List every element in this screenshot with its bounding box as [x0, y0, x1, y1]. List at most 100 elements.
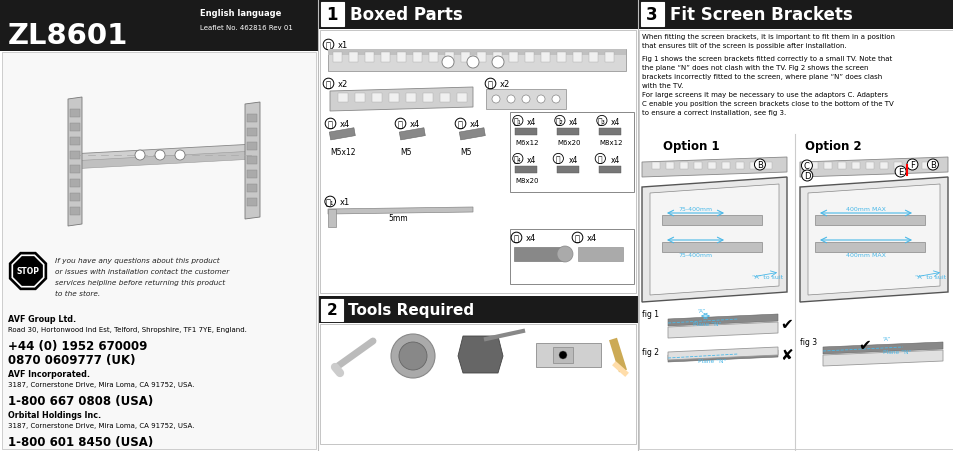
Polygon shape [649, 184, 779, 295]
Bar [638, 0, 953, 30]
Text: x4: x4 [586, 234, 597, 243]
Text: 75-400mm: 75-400mm [678, 207, 712, 212]
Text: Plane "N": Plane "N" [692, 321, 720, 326]
Bar [588, 53, 598, 63]
Bar [70, 152, 80, 160]
Circle shape [521, 96, 530, 104]
Polygon shape [328, 210, 335, 227]
Text: to the store.: to the store. [55, 290, 100, 296]
Text: Orbital Holdings Inc.: Orbital Holdings Inc. [8, 410, 101, 419]
Bar [515, 129, 537, 136]
Bar [639, 31, 952, 449]
Circle shape [174, 151, 185, 161]
Polygon shape [667, 322, 778, 338]
Bar [70, 110, 80, 118]
Text: x4: x4 [470, 120, 479, 129]
Polygon shape [12, 256, 44, 287]
Bar [399, 129, 425, 141]
Text: Ⓖ₁: Ⓖ₁ [326, 198, 334, 207]
Bar [319, 324, 636, 444]
Bar [70, 124, 80, 132]
Bar [247, 129, 256, 137]
Text: ✘: ✘ [780, 348, 792, 363]
Bar [70, 179, 80, 188]
Text: Ⓣ₂: Ⓣ₂ [556, 117, 563, 126]
Polygon shape [667, 350, 778, 362]
Bar [247, 184, 256, 193]
Text: “A” to suit: “A” to suit [751, 275, 782, 280]
Text: M5x12: M5x12 [330, 147, 355, 156]
Circle shape [467, 57, 478, 69]
Text: Ⓕ: Ⓕ [457, 120, 462, 129]
Bar [514, 248, 563, 262]
Bar [355, 94, 365, 103]
Text: M8x20: M8x20 [515, 178, 537, 184]
Bar [893, 163, 901, 170]
Text: x1: x1 [339, 198, 350, 207]
Text: Ⓛ: Ⓛ [598, 155, 602, 164]
Text: M8x12: M8x12 [598, 140, 622, 146]
Text: ✔: ✔ [780, 317, 792, 332]
Bar [598, 166, 620, 174]
Bar [524, 53, 534, 63]
Bar [604, 53, 614, 63]
Text: 1-800 667 0808 (USA): 1-800 667 0808 (USA) [8, 394, 153, 407]
Bar [328, 50, 625, 72]
Circle shape [558, 351, 566, 359]
Bar [665, 163, 673, 170]
Text: For large screens it may be necessary to use the adaptors C. Adapters: For large screens it may be necessary to… [641, 92, 887, 98]
Text: F: F [909, 161, 914, 170]
Polygon shape [641, 178, 786, 302]
Bar [349, 53, 357, 63]
Bar [509, 53, 517, 63]
Polygon shape [822, 350, 942, 366]
Text: Ⓒ: Ⓒ [488, 80, 493, 89]
Bar [429, 53, 437, 63]
Text: +44 (0) 1952 670009: +44 (0) 1952 670009 [8, 339, 147, 352]
Circle shape [154, 151, 165, 161]
Text: Ⓐ: Ⓐ [326, 41, 331, 50]
Text: x4: x4 [526, 118, 536, 127]
Bar [70, 193, 80, 202]
Text: Ⓚ: Ⓚ [556, 155, 560, 164]
Bar [319, 31, 636, 293]
Text: B: B [929, 161, 935, 170]
Bar [337, 94, 348, 103]
Polygon shape [330, 88, 473, 112]
Text: the plane “N” does not clash with the TV. Fig 2 shows the screen: the plane “N” does not clash with the TV… [641, 65, 867, 71]
Bar [921, 163, 929, 170]
Text: M5: M5 [399, 147, 411, 156]
Bar [557, 129, 578, 136]
Text: 0870 0609777 (UK): 0870 0609777 (UK) [8, 353, 135, 366]
Text: Fit Screen Brackets: Fit Screen Brackets [669, 6, 852, 24]
Polygon shape [70, 145, 254, 166]
Bar [809, 163, 817, 170]
Text: x4: x4 [525, 234, 536, 243]
Text: C: C [803, 161, 809, 170]
Text: Boxed Parts: Boxed Parts [350, 6, 462, 24]
Text: x2: x2 [499, 80, 510, 89]
Bar [317, 296, 638, 323]
Bar [422, 94, 433, 103]
Polygon shape [457, 336, 502, 373]
Bar [907, 163, 915, 170]
Bar [879, 163, 887, 170]
Bar [0, 0, 317, 52]
Bar [679, 163, 687, 170]
Bar [661, 216, 761, 226]
Bar [749, 163, 758, 170]
Polygon shape [822, 342, 942, 354]
Bar [510, 113, 634, 193]
Bar [247, 115, 256, 123]
Polygon shape [68, 98, 82, 226]
Bar [317, 0, 638, 30]
Text: Ⓣ₄: Ⓣ₄ [514, 155, 521, 164]
Circle shape [506, 96, 515, 104]
Bar [476, 53, 485, 63]
Bar [328, 50, 625, 56]
Text: Road 30, Hortonwood Ind Est, Telford, Shropshire, TF1 7YE, England.: Road 30, Hortonwood Ind Est, Telford, Sh… [8, 326, 247, 332]
Bar [865, 163, 873, 170]
Text: Tools Required: Tools Required [348, 303, 474, 318]
Bar [413, 53, 421, 63]
Bar [396, 53, 406, 63]
